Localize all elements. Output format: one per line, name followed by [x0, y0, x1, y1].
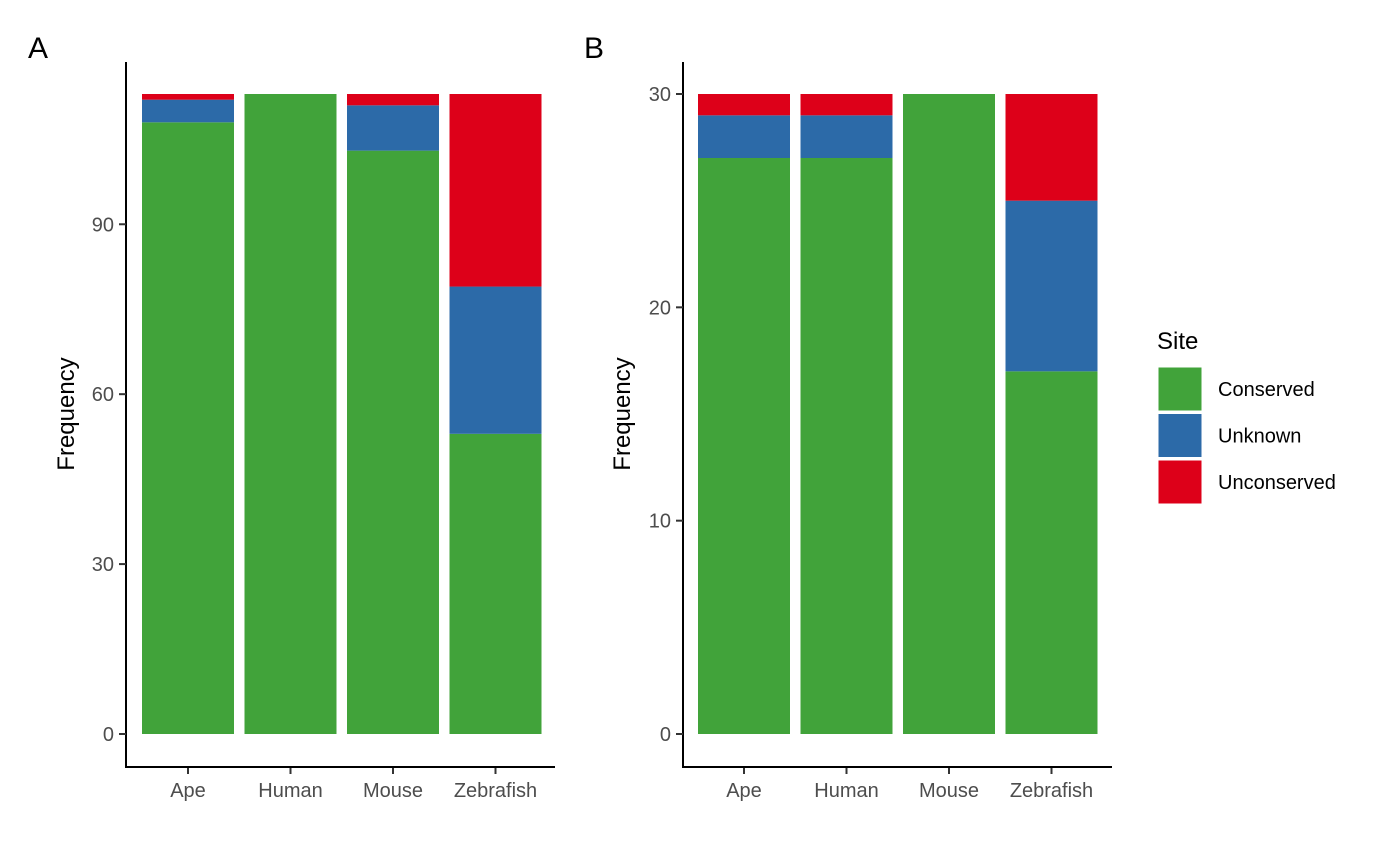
x-tick-label-b-human: Human [814, 780, 878, 802]
bar-a-ape-unconserved [142, 94, 234, 100]
legend-label-unconserved: Unconserved [1218, 472, 1336, 494]
bar-b-zebrafish-unknown [1005, 200, 1098, 372]
bar-b-human-unconserved [800, 94, 893, 116]
bar-a-human-conserved [244, 94, 337, 734]
bar-a-ape-conserved [142, 122, 234, 734]
y-axis-title-a: Frequency [53, 357, 80, 470]
bar-a-ape-unknown [142, 99, 234, 123]
panel-tag-b: B [584, 32, 604, 65]
panel-b: B Ape Human Mouse Zebrafish 0 10 20 30 Frequency [584, 32, 1112, 802]
y-tick-label-b-30: 30 [649, 84, 671, 106]
legend-key-unconserved [1157, 459, 1203, 505]
y-tick-label-a-0: 0 [103, 724, 114, 746]
bar-b-zebrafish-conserved [1005, 371, 1098, 734]
bar-a-mouse-unconserved [347, 94, 439, 106]
bar-a-mouse-conserved [347, 150, 439, 735]
x-tick-label-b-mouse: Mouse [919, 780, 979, 802]
legend-label-unknown: Unknown [1218, 426, 1301, 448]
panel-tag-a: A [28, 32, 48, 65]
legend-title: Site [1157, 328, 1198, 355]
panel-a: A Ape Human Mouse Zebrafish 0 30 60 90 Frequency [28, 32, 555, 802]
bar-b-ape-conserved [698, 158, 790, 734]
bar-b-zebrafish-unconserved [1005, 94, 1098, 201]
legend-label-conserved: Conserved [1218, 379, 1315, 401]
y-tick-label-a-90: 90 [92, 214, 114, 236]
bar-b-human-unknown [800, 115, 893, 158]
y-tick-label-b-0: 0 [660, 724, 671, 746]
y-tick-label-b-20: 20 [649, 297, 671, 319]
bar-b-mouse-conserved [903, 94, 995, 734]
bar-a-zebrafish-unknown [449, 286, 542, 434]
bar-b-ape-unconserved [698, 94, 790, 116]
bar-b-ape-unknown [698, 115, 790, 158]
bar-a-zebrafish-conserved [449, 433, 542, 734]
bar-b-human-conserved [800, 158, 893, 734]
x-tick-label-a-mouse: Mouse [363, 780, 423, 802]
x-tick-label-b-zebrafish: Zebrafish [1010, 780, 1093, 802]
y-axis-title-b: Frequency [609, 357, 636, 470]
x-tick-label-b-ape: Ape [726, 780, 762, 802]
legend-key-conserved [1157, 366, 1203, 412]
x-tick-label-a-zebrafish: Zebrafish [454, 780, 537, 802]
x-tick-label-a-ape: Ape [170, 780, 206, 802]
bar-a-zebrafish-unconserved [449, 94, 542, 287]
x-tick-label-a-human: Human [258, 780, 322, 802]
legend-key-unknown [1157, 413, 1203, 458]
y-tick-label-a-60: 60 [92, 384, 114, 406]
y-tick-label-a-30: 30 [92, 554, 114, 576]
bar-a-mouse-unknown [347, 105, 439, 151]
legend: Site Conserved Unknown Unconserved [1157, 328, 1336, 505]
y-tick-label-b-10: 10 [649, 511, 671, 533]
